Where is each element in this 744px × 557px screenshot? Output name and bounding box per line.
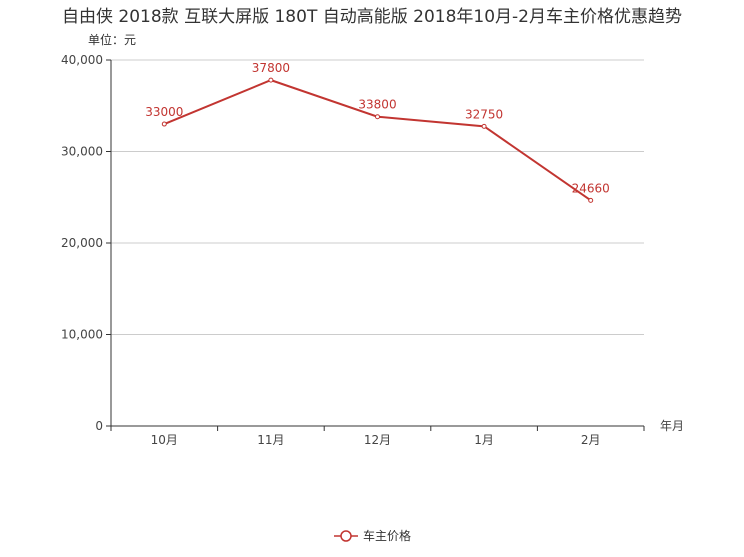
x-axis-label: 年月 <box>660 419 684 433</box>
legend-label: 车主价格 <box>363 528 411 543</box>
x-tick-label: 10月 <box>151 433 178 447</box>
axes <box>110 60 644 427</box>
data-label: 33000 <box>145 105 183 119</box>
y-tick-label: 0 <box>95 419 103 433</box>
data-label: 33800 <box>358 98 396 112</box>
data-label: 24660 <box>572 181 610 195</box>
data-point[interactable] <box>375 114 380 120</box>
series-group: 33000 37800 33800 32750 24660 <box>145 61 610 203</box>
legend[interactable]: 车主价格 <box>334 528 411 543</box>
x-tick-label: 2月 <box>581 433 601 447</box>
data-label: 32750 <box>465 107 503 121</box>
data-point[interactable] <box>481 123 487 129</box>
chart-title: 自由侠 2018款 互联大屏版 180T 自动高能版 2018年10月-2月车主… <box>62 7 682 27</box>
x-tick-label: 11月 <box>257 433 284 447</box>
data-point[interactable] <box>161 121 167 127</box>
gridlines <box>111 59 644 335</box>
y-tick-label: 20,000 <box>61 236 103 250</box>
data-point[interactable] <box>268 77 274 83</box>
x-axis-ticks: 10月 11月 12月 1月 2月 <box>110 426 645 447</box>
y-tick-label: 40,000 <box>61 53 103 67</box>
y-axis-ticks: 0 10,000 20,000 30,000 40,000 <box>61 53 111 433</box>
x-tick-label: 12月 <box>364 433 391 447</box>
data-point[interactable] <box>588 197 594 203</box>
legend-marker-icon <box>340 530 352 542</box>
y-axis-unit-label: 单位：元 <box>88 32 136 47</box>
y-tick-label: 10,000 <box>61 328 103 342</box>
x-tick-label: 1月 <box>474 433 494 447</box>
y-tick-label: 30,000 <box>61 145 103 159</box>
data-label: 37800 <box>252 61 290 75</box>
